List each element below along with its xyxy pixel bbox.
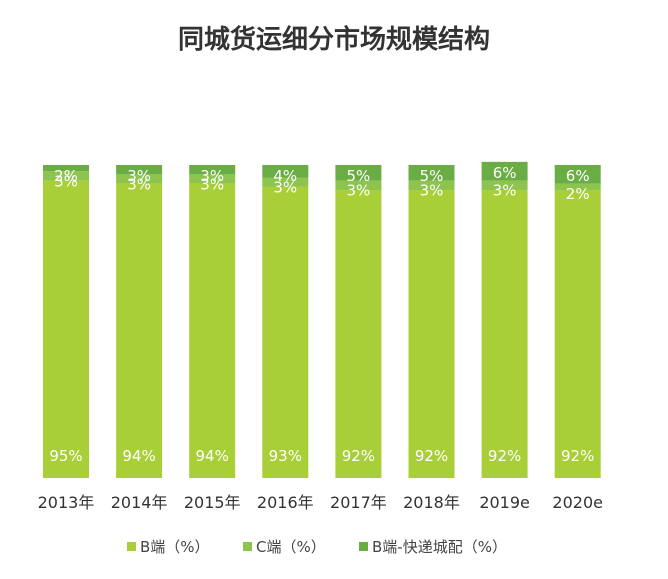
data-label-2-4: 3% <box>273 179 297 197</box>
bar-segment-3-4 <box>262 165 309 178</box>
category-label-1: 2013年 <box>38 493 95 512</box>
bar-segment-1-6 <box>408 190 455 479</box>
data-label-1-4: 93% <box>269 447 302 465</box>
bar-segment-1-7 <box>481 190 528 479</box>
data-label-3-8: 6% <box>566 167 590 185</box>
data-label-2-7: 3% <box>493 182 517 200</box>
category-label-2: 2014年 <box>111 493 168 512</box>
data-label-1-8: 92% <box>561 447 594 465</box>
legend: B端（%） C端（%） B端-快递城配（%） <box>127 538 507 556</box>
bar-segment-1-5 <box>335 190 382 479</box>
data-label-2-1: 3% <box>54 172 78 190</box>
bars-group: 95%3%2%94%3%3%94%3%3%93%3%4%92%3%5%92%3%… <box>43 161 601 479</box>
bar-segment-2-5 <box>335 180 382 191</box>
bar-segment-1-1 <box>43 180 89 478</box>
bar-segment-3-5 <box>335 165 382 181</box>
bar-segment-3-6 <box>408 165 455 181</box>
data-label-2-5: 3% <box>347 182 371 200</box>
chart-title: 同城货运细分市场规模结构 <box>178 24 490 55</box>
bar-segment-2-7 <box>481 180 528 191</box>
bar-segment-3-1 <box>43 165 89 172</box>
category-label-4: 2016年 <box>257 493 314 512</box>
bar-segment-3-3 <box>189 165 236 175</box>
data-label-3-7: 6% <box>493 164 517 182</box>
bar-segment-2-1 <box>43 171 89 181</box>
data-label-3-2: 3% <box>127 167 151 185</box>
data-label-1-2: 94% <box>122 447 155 465</box>
data-label-1-3: 94% <box>196 447 229 465</box>
data-label-3-6: 5% <box>420 167 444 185</box>
data-label-1-5: 92% <box>342 447 375 465</box>
bar-segment-2-4 <box>262 177 309 187</box>
bar-segment-1-4 <box>262 186 309 478</box>
bar-segment-1-2 <box>116 183 163 478</box>
bar-segment-3-8 <box>554 165 601 184</box>
category-label-7: 2019e <box>479 493 530 512</box>
category-label-8: 2020e <box>552 493 603 512</box>
bar-segment-1-8 <box>554 190 601 479</box>
data-label-2-3: 3% <box>200 175 224 193</box>
category-label-5: 2017年 <box>330 493 387 512</box>
data-label-1-7: 92% <box>488 447 521 465</box>
bar-segment-1-3 <box>189 183 236 478</box>
category-labels: 2013年 2014年 2015年 2016年 2017年 2018年 2019e 2020e <box>38 493 603 512</box>
bar-segment-2-3 <box>189 174 236 184</box>
legend-label-2: C端（%） <box>256 538 326 556</box>
bar-segment-3-7 <box>481 161 528 181</box>
data-label-1-6: 92% <box>415 447 448 465</box>
data-label-3-1: 2% <box>54 167 78 185</box>
data-label-3-4: 4% <box>273 167 297 185</box>
category-label-3: 2015年 <box>184 493 241 512</box>
data-label-3-3: 3% <box>200 167 224 185</box>
data-label-2-2: 3% <box>127 175 151 193</box>
legend-label-3: B端-快递城配（%） <box>372 538 507 556</box>
category-label-6: 2018年 <box>403 493 460 512</box>
legend-swatch-2 <box>243 542 252 551</box>
data-label-3-5: 5% <box>347 167 371 185</box>
bar-segment-3-2 <box>116 165 163 175</box>
data-label-1-1: 95% <box>49 447 82 465</box>
legend-swatch-1 <box>127 542 136 551</box>
bar-segment-2-6 <box>408 180 455 191</box>
data-label-2-8: 2% <box>566 185 590 203</box>
data-label-2-6: 3% <box>420 182 444 200</box>
legend-label-1: B端（%） <box>140 538 210 556</box>
bar-segment-2-2 <box>116 174 163 184</box>
bar-segment-2-8 <box>554 183 601 191</box>
legend-swatch-3 <box>359 542 368 551</box>
